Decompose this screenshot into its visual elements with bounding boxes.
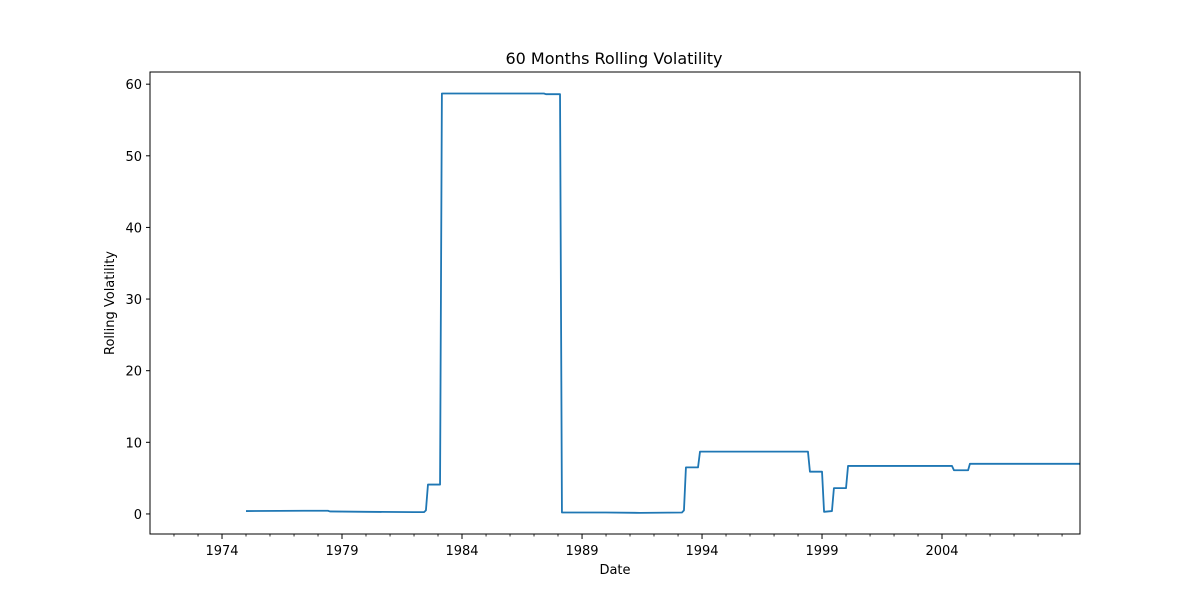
y-tick-label: 10 — [125, 436, 142, 451]
x-tick-label: 1994 — [685, 544, 718, 559]
x-tick-label: 1974 — [205, 544, 238, 559]
x-tick-label: 1989 — [565, 544, 598, 559]
y-axis: 0 10 20 30 40 50 60 — [125, 78, 150, 523]
y-tick-label: 0 — [134, 508, 142, 523]
y-axis-label: Rolling Volatility — [103, 251, 118, 355]
rolling-volatility-line — [245, 92, 1080, 514]
plot-frame — [149, 71, 1081, 535]
x-tick-label: 1979 — [325, 544, 358, 559]
x-axis: 1974 1979 1984 1989 1994 1999 2004 — [173, 534, 1063, 559]
x-axis-label: Date — [599, 563, 630, 578]
x-tick-label: 2004 — [925, 544, 958, 559]
plot-area — [245, 92, 1080, 514]
y-tick-label: 60 — [125, 78, 142, 93]
x-tick-label: 1984 — [445, 544, 478, 559]
x-tick-label: 1999 — [805, 544, 838, 559]
chart-title: 60 Months Rolling Volatility — [505, 49, 722, 68]
y-tick-label: 50 — [125, 150, 142, 165]
y-tick-label: 30 — [125, 293, 142, 308]
y-tick-label: 20 — [125, 365, 142, 380]
y-tick-label: 40 — [125, 221, 142, 236]
